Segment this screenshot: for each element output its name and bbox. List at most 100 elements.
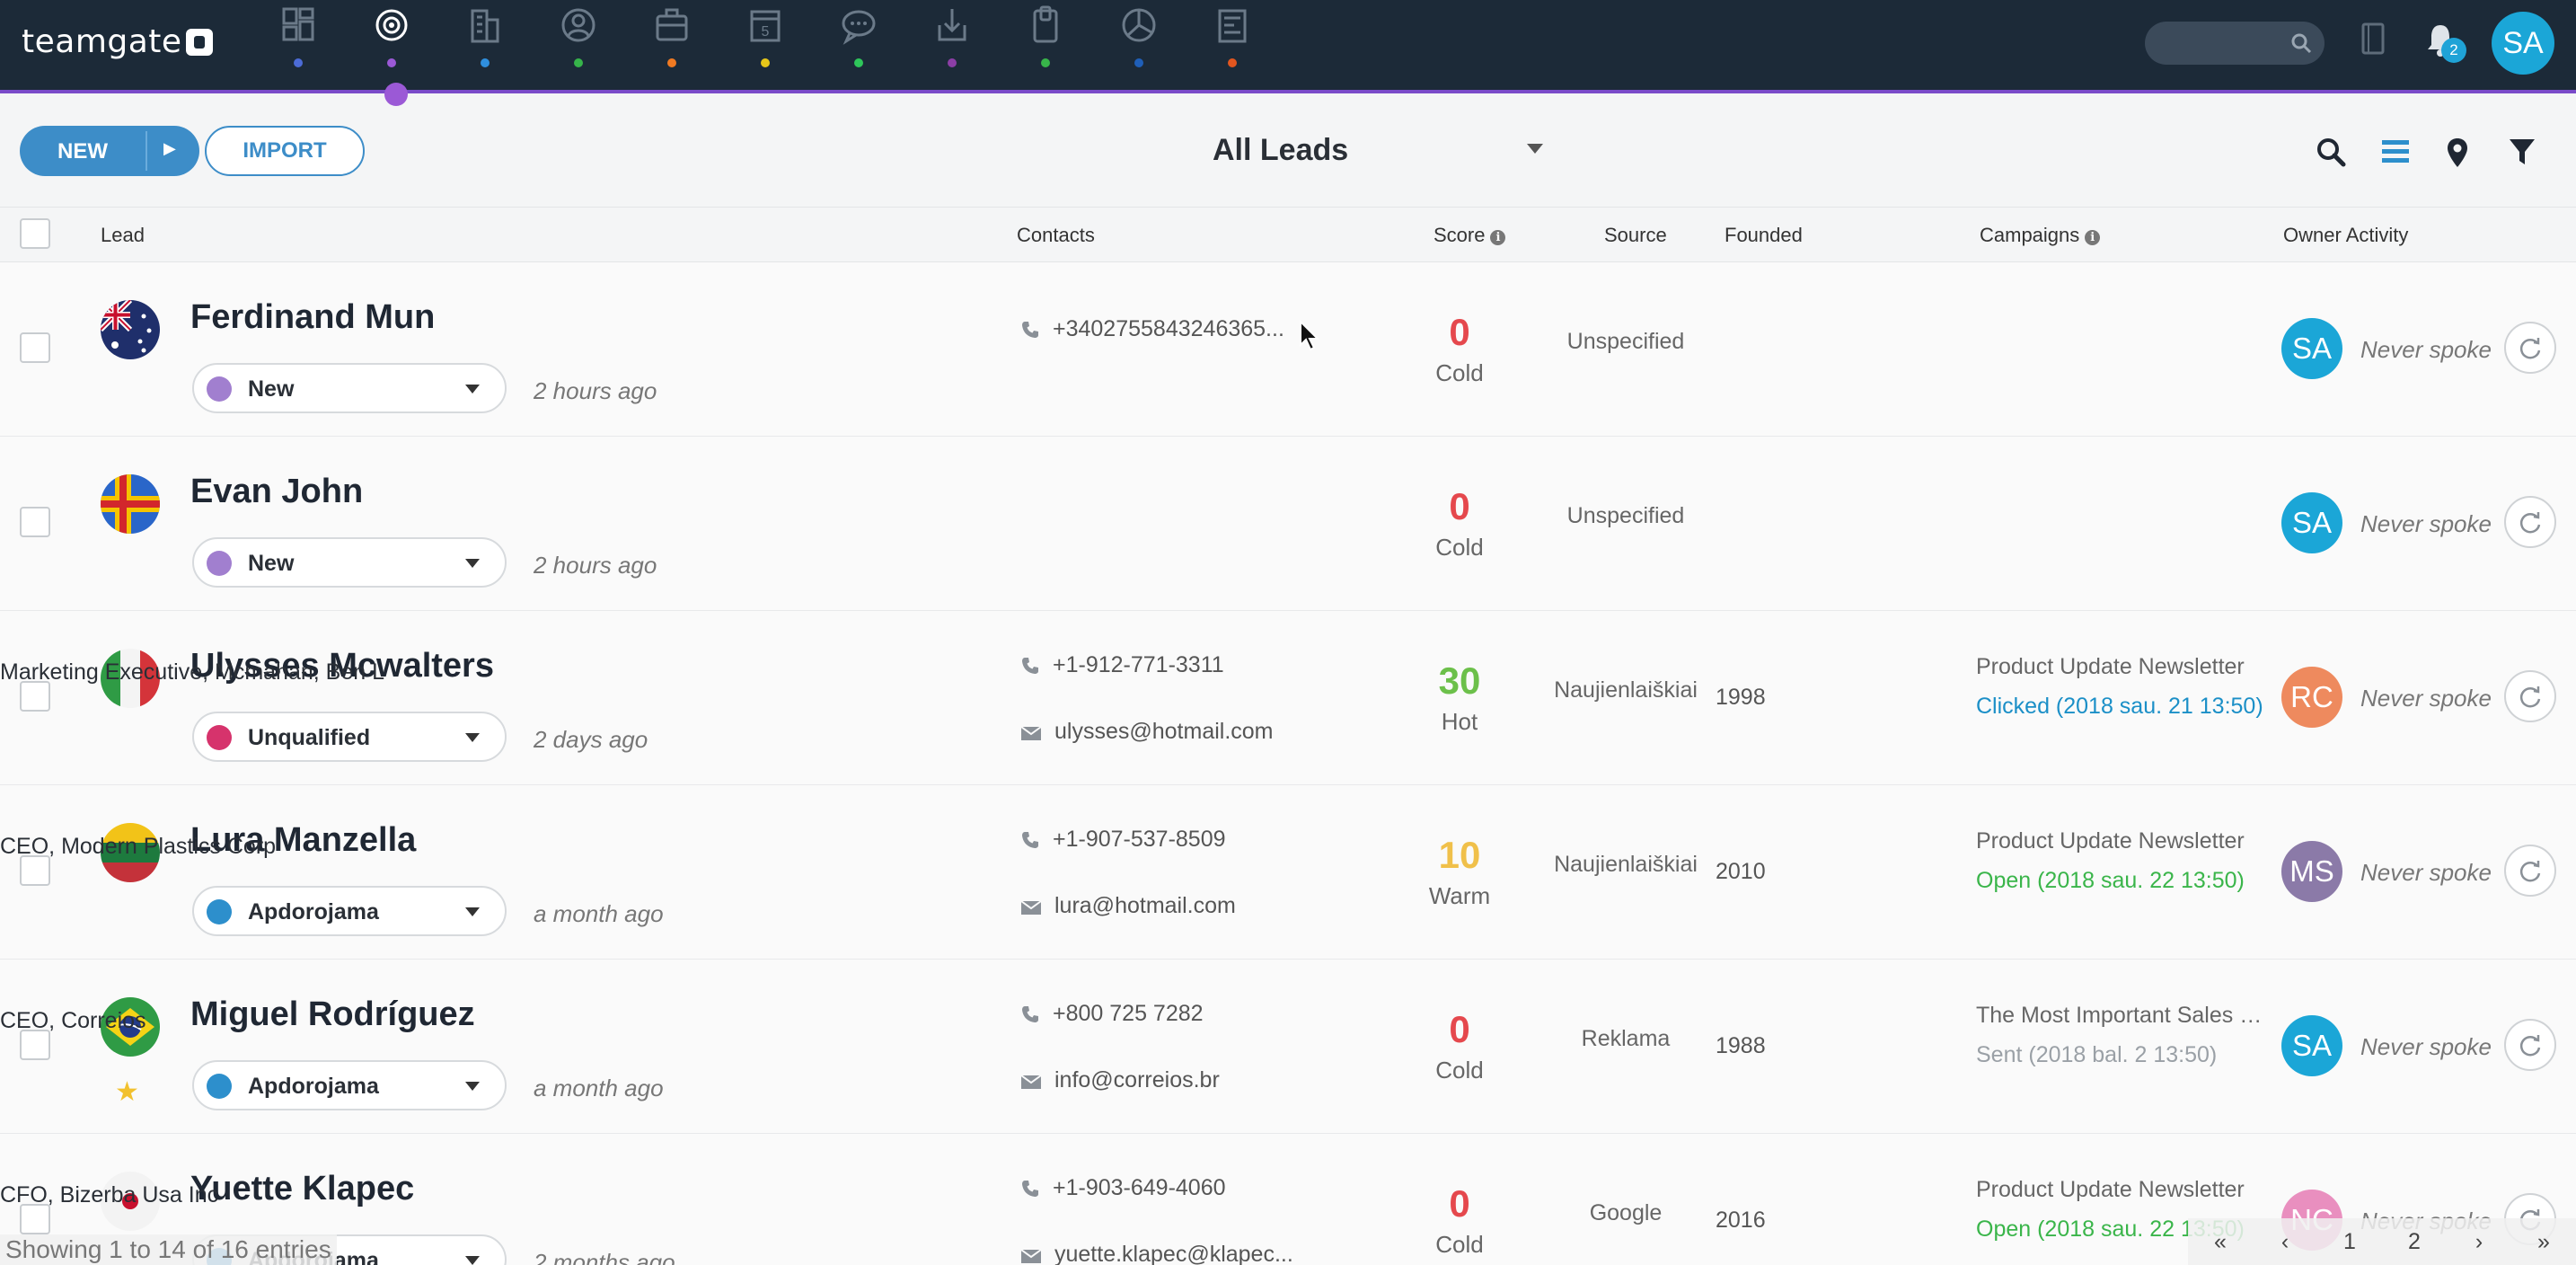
nav-item-dashboard[interactable] bbox=[251, 0, 345, 90]
contact-email[interactable]: lura@hotmail.com bbox=[1020, 893, 1236, 919]
next-page-button[interactable]: › bbox=[2475, 1229, 2483, 1254]
lead-name[interactable]: Lura Manzella bbox=[190, 821, 417, 859]
campaigns-info-icon[interactable]: i bbox=[2085, 230, 2101, 245]
contact-email[interactable]: yuette.klapec@klapec... bbox=[1020, 1242, 1293, 1265]
lead-name[interactable]: Miguel Rodríguez bbox=[190, 995, 475, 1033]
lead-source: Reklama bbox=[1581, 1026, 1671, 1051]
contact-phone[interactable]: +800 725 7282 bbox=[1020, 1001, 1204, 1027]
lead-status-dropdown[interactable]: New bbox=[192, 537, 507, 588]
lead-name[interactable]: Evan John bbox=[190, 473, 364, 510]
refresh-activity-button[interactable] bbox=[2504, 670, 2556, 722]
refresh-activity-button[interactable] bbox=[2504, 496, 2556, 548]
lead-created-ago: a month ago bbox=[534, 1075, 664, 1101]
list-view-icon[interactable] bbox=[2380, 137, 2411, 167]
select-all-checkbox[interactable] bbox=[20, 218, 50, 249]
lead-status-dropdown[interactable]: Apdorojama bbox=[192, 1060, 507, 1110]
lead-status-dropdown[interactable]: Unqualified bbox=[192, 712, 507, 762]
favorite-star-icon[interactable]: ★ bbox=[115, 1077, 139, 1107]
status-label: New bbox=[248, 376, 295, 402]
table-row[interactable]: Ferdinand Mun New 2 hours ago +340275584324… bbox=[0, 262, 2576, 437]
owner-avatar[interactable]: SA bbox=[2281, 492, 2342, 553]
nav-item-documents[interactable] bbox=[999, 0, 1092, 90]
view-dropdown-caret-icon[interactable] bbox=[1527, 144, 1543, 154]
col-header-lead[interactable]: Lead bbox=[101, 224, 145, 246]
owner-avatar[interactable]: RC bbox=[2281, 667, 2342, 728]
map-pin-icon[interactable] bbox=[2445, 137, 2470, 169]
lead-name[interactable]: Yuette Klapec bbox=[190, 1170, 415, 1208]
lead-name[interactable]: Ferdinand Mun bbox=[190, 298, 436, 336]
campaign-name[interactable]: Product Update Newsletter bbox=[1976, 1177, 2245, 1202]
owner-avatar[interactable]: MS bbox=[2281, 841, 2342, 902]
lead-score-label: Cold bbox=[1435, 1057, 1484, 1084]
row-checkbox[interactable] bbox=[20, 507, 50, 537]
user-avatar[interactable]: SA bbox=[2492, 12, 2554, 75]
flag-brazil-icon bbox=[101, 997, 160, 1057]
row-checkbox[interactable] bbox=[20, 1204, 50, 1234]
leads-icon bbox=[375, 9, 408, 41]
lead-source: Naujienlaiškiai bbox=[1554, 852, 1698, 877]
contact-phone[interactable]: +1-907-537-8509 bbox=[1020, 827, 1226, 853]
lead-source: Unspecified bbox=[1566, 329, 1685, 354]
campaign-name[interactable]: Product Update Newsletter bbox=[1976, 654, 2245, 679]
row-checkbox[interactable] bbox=[20, 855, 50, 886]
lead-name[interactable]: Ulysses Mcwalters bbox=[190, 647, 494, 685]
phone-icon bbox=[1022, 1181, 1038, 1197]
nav-item-leads[interactable] bbox=[345, 0, 438, 106]
prev-page-button[interactable]: ‹ bbox=[2280, 1229, 2289, 1254]
owner-avatar[interactable]: SA bbox=[2281, 318, 2342, 379]
lead-score-label: Warm bbox=[1428, 882, 1491, 909]
new-options-arrow-icon[interactable]: ▶ bbox=[163, 139, 176, 157]
global-search-input[interactable] bbox=[2145, 22, 2325, 65]
app-logo[interactable]: teamgate bbox=[22, 23, 213, 60]
pagination: « ‹ 1 2 › » bbox=[2188, 1218, 2576, 1265]
nav-item-people[interactable] bbox=[532, 0, 625, 90]
phone-book-icon[interactable] bbox=[2360, 22, 2387, 58]
nav-item-invoices[interactable] bbox=[1186, 0, 1279, 90]
row-checkbox[interactable] bbox=[20, 681, 50, 712]
nav-item-reports[interactable] bbox=[1092, 0, 1186, 90]
campaign-name[interactable]: Product Update Newsletter bbox=[1976, 828, 2245, 854]
contact-phone[interactable]: +1-912-771-3311 bbox=[1020, 652, 1224, 678]
lead-status-dropdown[interactable]: Apdorojama bbox=[192, 886, 507, 936]
row-checkbox[interactable] bbox=[20, 332, 50, 363]
contact-email[interactable]: ulysses@hotmail.com bbox=[1020, 719, 1274, 745]
filter-icon[interactable] bbox=[2508, 137, 2536, 167]
page-2-button[interactable]: 2 bbox=[2408, 1229, 2421, 1254]
nav-color-dot bbox=[387, 58, 396, 67]
col-header-score[interactable]: Score i bbox=[1434, 224, 1506, 247]
col-header-founded[interactable]: Founded bbox=[1725, 224, 1803, 246]
col-header-contacts[interactable]: Contacts bbox=[1017, 224, 1095, 246]
refresh-activity-button[interactable] bbox=[2504, 322, 2556, 374]
status-color-dot bbox=[207, 899, 232, 924]
score-info-icon[interactable]: i bbox=[1490, 230, 1506, 245]
first-page-button[interactable]: « bbox=[2214, 1229, 2227, 1254]
col-header-source[interactable]: Source bbox=[1604, 224, 1667, 246]
contact-email[interactable]: info@correios.br bbox=[1020, 1067, 1220, 1093]
nav-item-deals[interactable] bbox=[625, 0, 719, 90]
owner-avatar[interactable]: SA bbox=[2281, 1015, 2342, 1076]
table-row[interactable]: Ulysses Mcwalters Marketing Executive, Mc… bbox=[0, 611, 2576, 785]
nav-item-calendar[interactable]: 5 bbox=[719, 0, 812, 90]
contact-phone[interactable]: +3402755843246365... bbox=[1020, 316, 1284, 342]
col-header-campaigns[interactable]: Campaigns i bbox=[1980, 224, 2101, 247]
nav-item-chat[interactable] bbox=[812, 0, 905, 90]
search-icon[interactable] bbox=[2316, 137, 2346, 167]
nav-item-companies[interactable] bbox=[438, 0, 532, 90]
col-header-owner-activity[interactable]: Owner Activity bbox=[2283, 224, 2409, 246]
campaign-status: Open (2018 sau. 22 13:50) bbox=[1976, 868, 2245, 893]
refresh-activity-button[interactable] bbox=[2504, 1019, 2556, 1071]
table-row[interactable]: Lura Manzella CEO, Modern Plastics Corp Ap… bbox=[0, 785, 2576, 960]
lead-status-dropdown[interactable]: New bbox=[192, 363, 507, 413]
nav-item-downloads[interactable] bbox=[905, 0, 999, 90]
table-row[interactable]: ★ Miguel Rodríguez CEO, Correios Apdorojama… bbox=[0, 960, 2576, 1134]
contact-phone[interactable]: +1-903-649-4060 bbox=[1020, 1175, 1226, 1201]
refresh-activity-button[interactable] bbox=[2504, 845, 2556, 897]
new-lead-button[interactable]: NEW ▶ bbox=[20, 126, 199, 176]
view-selector[interactable]: All Leads bbox=[1213, 133, 1349, 167]
last-page-button[interactable]: » bbox=[2537, 1229, 2550, 1254]
page-1-button[interactable]: 1 bbox=[2343, 1229, 2356, 1254]
import-button[interactable]: IMPORT bbox=[205, 126, 365, 176]
table-row[interactable]: Evan John New 2 hours ago 0 Cold Unspecified S… bbox=[0, 437, 2576, 611]
row-checkbox[interactable] bbox=[20, 1030, 50, 1060]
campaign-name[interactable]: The Most Important Sales M... bbox=[1976, 1003, 2276, 1028]
